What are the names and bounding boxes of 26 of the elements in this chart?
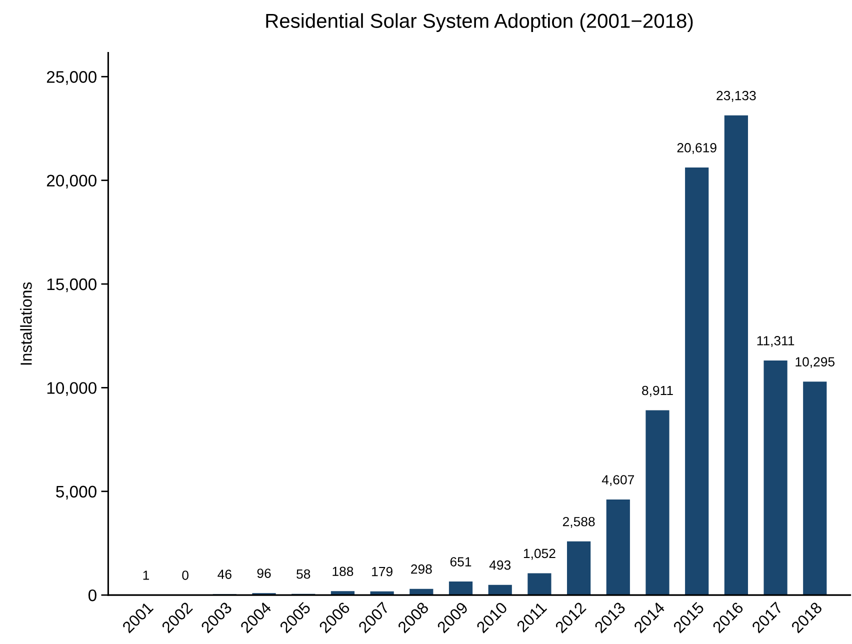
data-label: 4,607	[602, 475, 634, 486]
y-tick-label: 15,000	[47, 278, 96, 292]
data-label: 188	[332, 566, 354, 576]
y-tick-label: 25,000	[46, 71, 96, 85]
data-label: 46	[218, 570, 232, 579]
data-label: 298	[411, 564, 432, 574]
data-label: 651	[450, 557, 472, 566]
y-tick-label: 10,000	[47, 382, 96, 396]
data-label: 20,619	[677, 143, 716, 154]
data-label: 1,052	[524, 548, 556, 560]
y-tick-label: 5,000	[56, 486, 96, 500]
data-label: 8,911	[642, 386, 673, 397]
data-label: 23,133	[716, 90, 756, 102]
data-label: 179	[372, 566, 392, 576]
data-label: 0	[182, 570, 188, 580]
data-label: 10,295	[796, 357, 835, 368]
data-label: 493	[489, 560, 511, 570]
chart-title: Residential Solar System Adoption (2001−2018)	[266, 13, 693, 32]
y-axis-title: Installations	[20, 282, 32, 365]
data-label: 96	[257, 568, 271, 578]
y-tick-label: 0	[88, 589, 96, 602]
data-label: 11,311	[757, 336, 794, 347]
y-tick-label: 20,000	[46, 174, 96, 189]
data-label: 2,588	[562, 516, 595, 528]
data-label: 1	[143, 570, 150, 580]
data-label: 58	[296, 569, 310, 579]
